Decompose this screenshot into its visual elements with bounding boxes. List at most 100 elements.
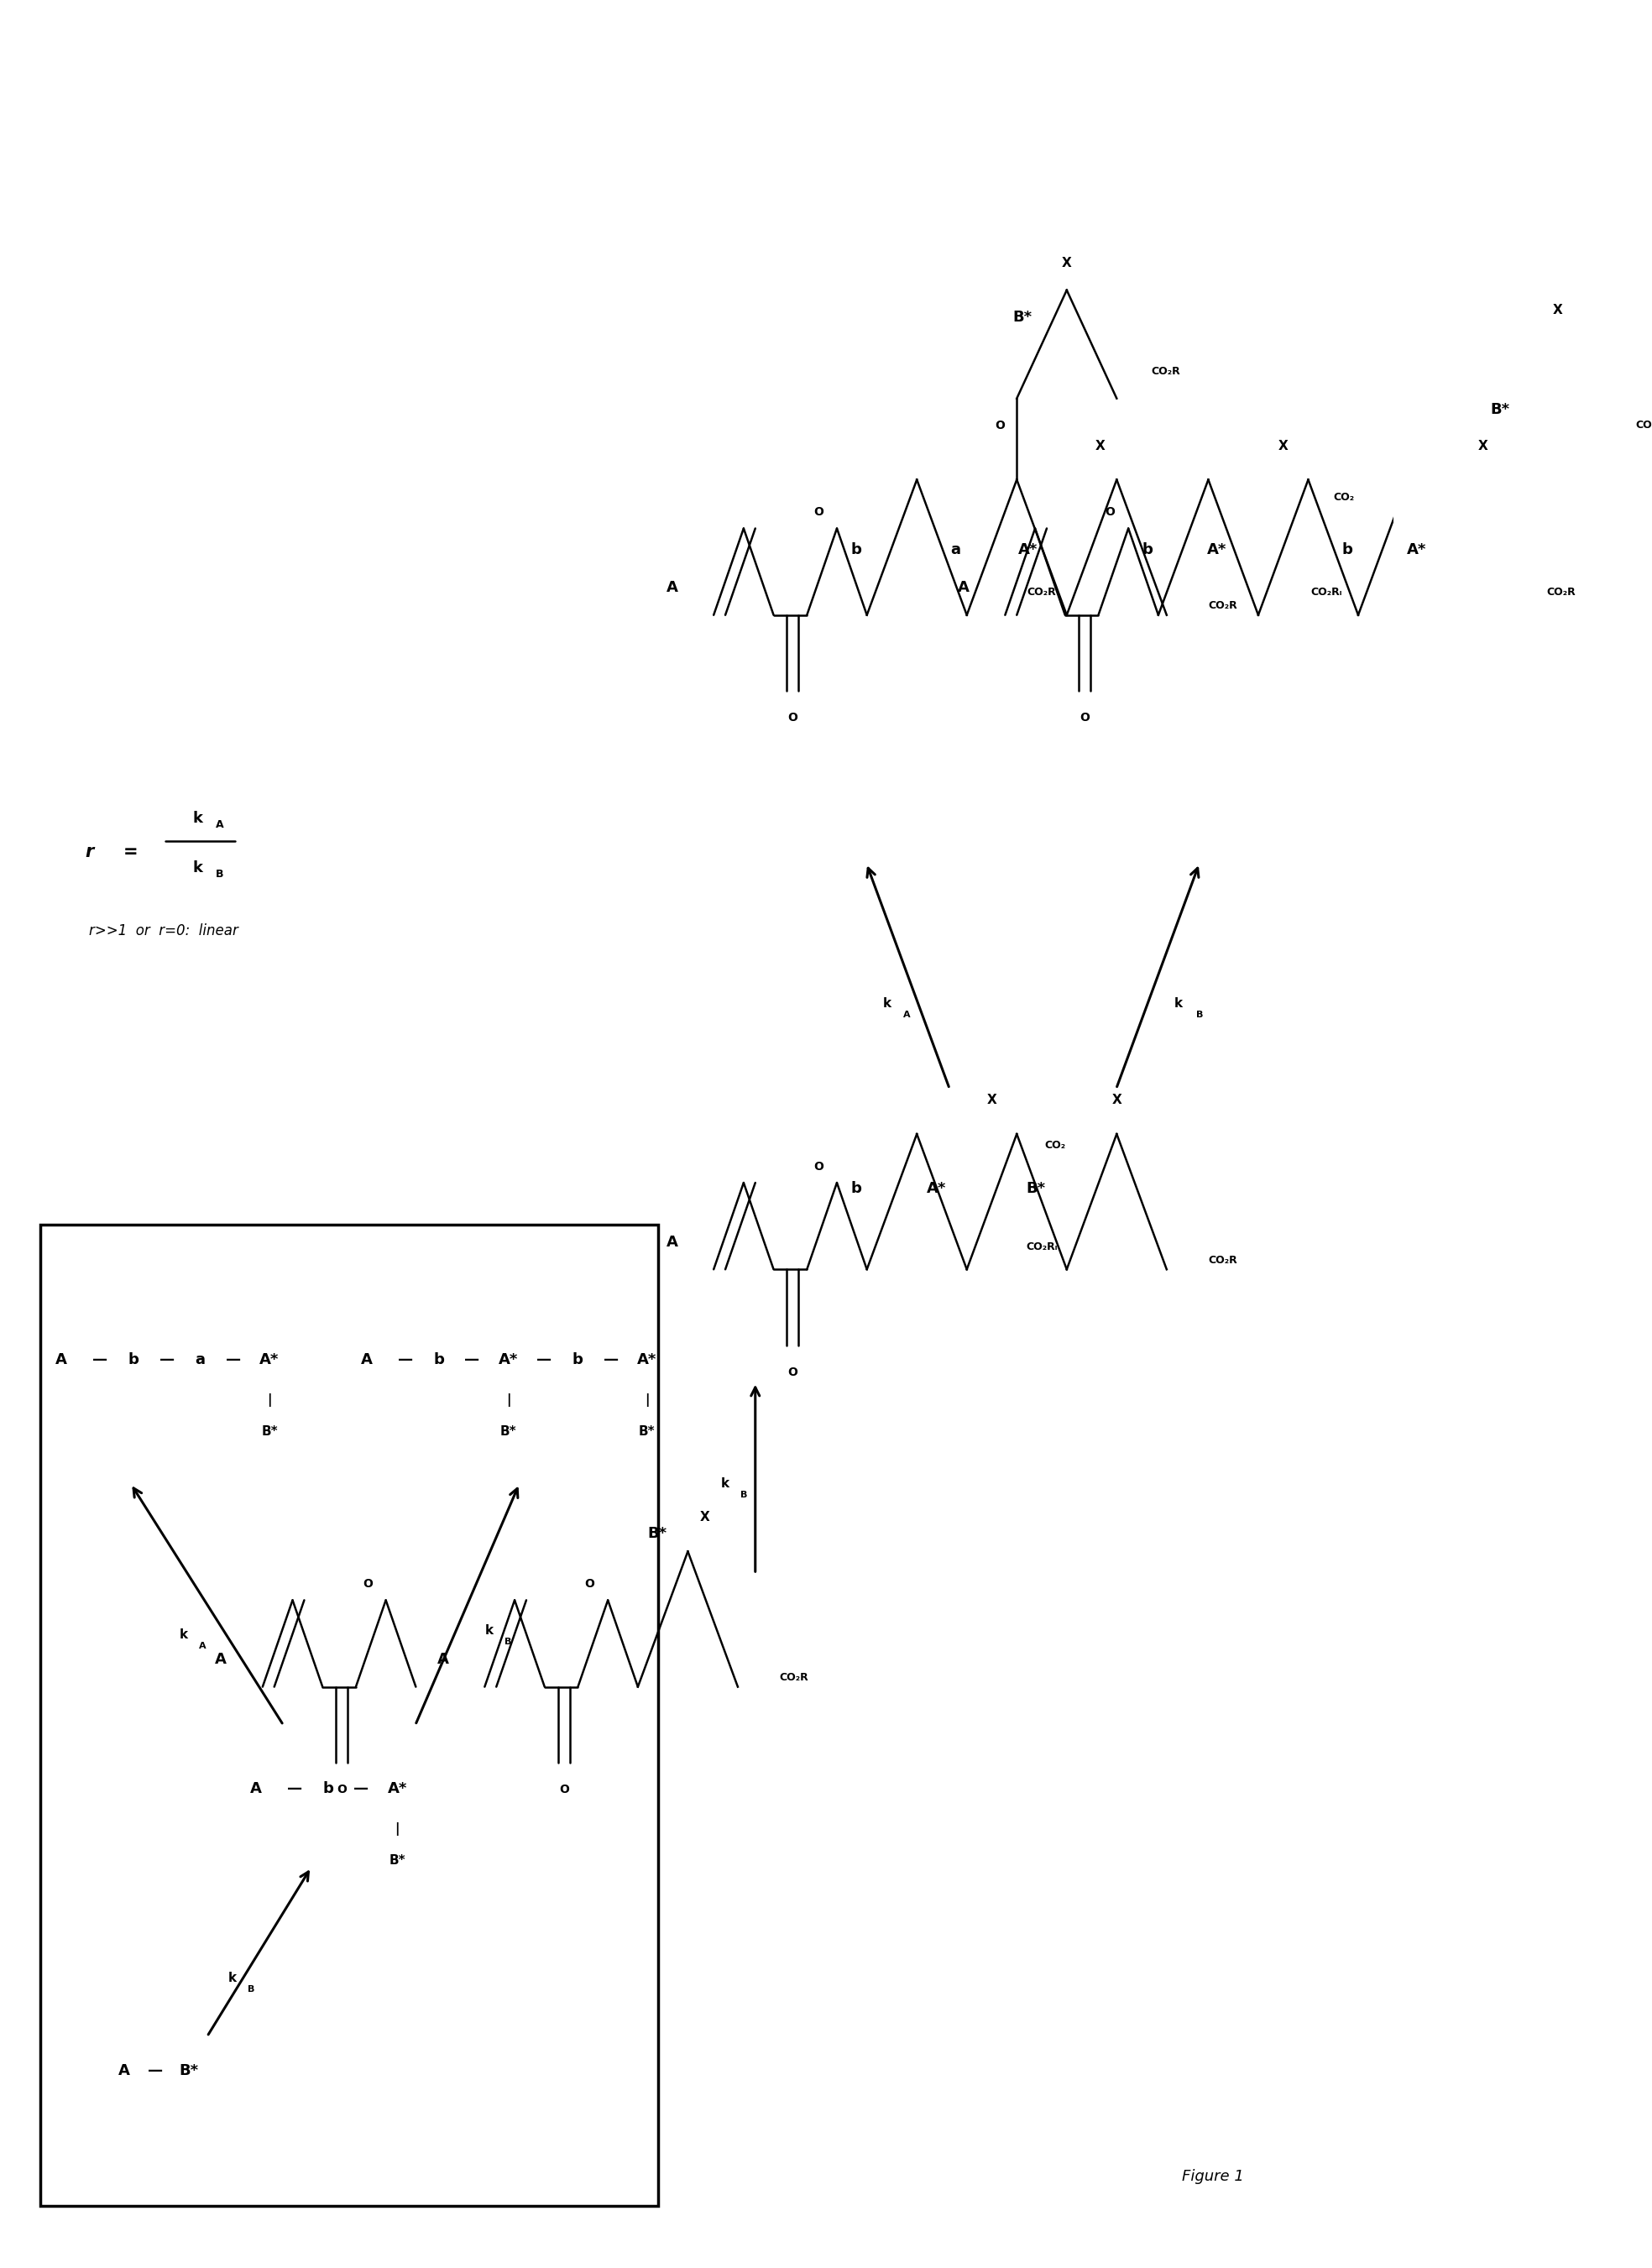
Text: X: X [699, 1510, 709, 1524]
Text: X: X [1095, 440, 1105, 451]
Text: O: O [1105, 506, 1115, 517]
Text: B*: B* [1026, 1182, 1046, 1195]
Text: A: A [666, 581, 677, 596]
Text: A: A [56, 1352, 68, 1368]
Text: O: O [558, 1785, 568, 1796]
Text: |: | [644, 1393, 649, 1406]
Text: O: O [788, 1365, 798, 1379]
Text: A*: A* [388, 1780, 406, 1796]
Text: r>>1  or  r=0:  linear: r>>1 or r=0: linear [89, 923, 238, 939]
Text: B*: B* [639, 1427, 656, 1438]
Text: —: — [537, 1352, 552, 1368]
Text: B*: B* [501, 1427, 517, 1438]
Text: CO₂R: CO₂R [1635, 420, 1652, 431]
Text: —: — [603, 1352, 618, 1368]
Text: A: A [200, 1642, 206, 1651]
Text: B: B [740, 1490, 748, 1499]
Text: B: B [248, 1984, 254, 1994]
Text: A*: A* [259, 1352, 279, 1368]
Text: A*: A* [1406, 542, 1426, 558]
Text: —: — [287, 1780, 302, 1796]
Text: A: A [215, 1651, 226, 1667]
Text: A: A [117, 2064, 129, 2077]
Text: O: O [813, 506, 824, 517]
Text: k: k [484, 1624, 492, 1637]
Text: O: O [362, 1579, 372, 1590]
Text: O: O [1079, 712, 1089, 723]
Text: X: X [986, 1093, 996, 1107]
Text: B: B [506, 1637, 512, 1647]
Text: k: k [192, 860, 203, 875]
Text: A: A [215, 819, 223, 830]
Text: —: — [93, 1352, 107, 1368]
Text: —: — [226, 1352, 241, 1368]
Text: B*: B* [180, 2064, 198, 2077]
Text: CO₂: CO₂ [1044, 1141, 1066, 1150]
Text: k: k [1175, 998, 1183, 1009]
Text: A: A [249, 1780, 261, 1796]
Text: O: O [337, 1785, 347, 1796]
Text: A: A [666, 1234, 677, 1250]
Text: —: — [149, 2064, 164, 2077]
Text: k: k [228, 1971, 236, 1984]
Text: b: b [1341, 542, 1353, 558]
Text: k: k [178, 1628, 188, 1642]
Text: X: X [1279, 440, 1289, 451]
Text: X: X [1062, 256, 1072, 270]
Text: CO₂R: CO₂R [1208, 1254, 1237, 1266]
Text: B: B [1196, 1009, 1203, 1018]
Text: A*: A* [499, 1352, 519, 1368]
Text: B: B [215, 869, 223, 880]
Text: —: — [159, 1352, 175, 1368]
Text: a: a [195, 1352, 205, 1368]
Text: A: A [904, 1009, 910, 1018]
Text: b: b [851, 1182, 861, 1195]
Text: b: b [129, 1352, 139, 1368]
Text: CO₂Rₗ: CO₂Rₗ [1026, 1241, 1057, 1252]
Text: CO₂R: CO₂R [1151, 365, 1181, 376]
Text: A: A [360, 1352, 372, 1368]
Text: |: | [268, 1393, 273, 1406]
Text: A: A [958, 581, 970, 596]
Text: b: b [322, 1780, 334, 1796]
Text: |: | [506, 1393, 510, 1406]
Text: b: b [433, 1352, 444, 1368]
Text: =: = [124, 844, 139, 860]
Text: CO₂R: CO₂R [1546, 587, 1576, 599]
Text: k: k [720, 1476, 729, 1490]
Text: A*: A* [1208, 542, 1226, 558]
Text: CO₂Rₗ: CO₂Rₗ [1310, 587, 1341, 599]
Text: CO₂R: CO₂R [1028, 587, 1056, 599]
Text: O: O [813, 1161, 824, 1173]
Text: A*: A* [638, 1352, 657, 1368]
Text: B*: B* [261, 1427, 278, 1438]
Text: X: X [1479, 440, 1488, 451]
Text: CO₂R: CO₂R [780, 1672, 808, 1683]
Text: CO₂R: CO₂R [1208, 601, 1237, 612]
Text: r: r [84, 844, 94, 860]
Text: —: — [398, 1352, 413, 1368]
Text: a: a [950, 542, 961, 558]
Text: b: b [1142, 542, 1153, 558]
Text: A*: A* [927, 1182, 947, 1195]
Text: k: k [192, 810, 203, 826]
Text: O: O [995, 420, 1004, 431]
Text: B*: B* [1490, 401, 1510, 417]
Text: B*: B* [648, 1526, 667, 1540]
Text: B*: B* [388, 1855, 405, 1867]
Text: b: b [851, 542, 861, 558]
Text: —: — [464, 1352, 479, 1368]
Text: O: O [585, 1579, 595, 1590]
Text: A*: A* [1018, 542, 1037, 558]
Text: CO₂: CO₂ [1333, 492, 1355, 503]
Text: A: A [438, 1651, 449, 1667]
Text: O: O [788, 712, 798, 723]
Text: X: X [1553, 304, 1563, 318]
Text: |: | [395, 1821, 400, 1835]
Text: X: X [1112, 1093, 1122, 1107]
Text: k: k [882, 998, 892, 1009]
Bar [41, 1225, 657, 2207]
Text: —: — [354, 1780, 368, 1796]
Text: B*: B* [1013, 311, 1032, 324]
Text: b: b [572, 1352, 583, 1368]
